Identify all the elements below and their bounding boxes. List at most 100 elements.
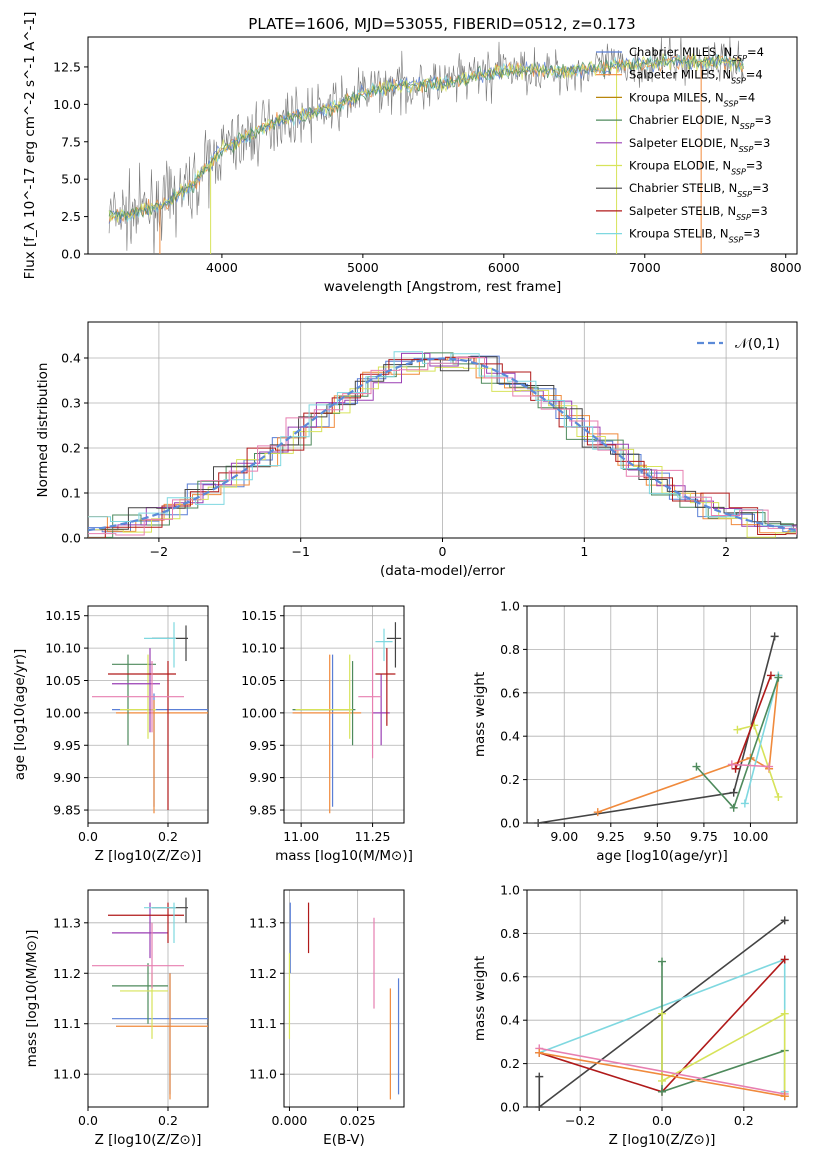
y-tick-label: 11.1 — [249, 1016, 277, 1031]
mass-weight-point — [770, 632, 779, 641]
y-tick-label: 0.0 — [61, 531, 81, 546]
mass-weight-point — [780, 955, 789, 964]
legend-entry: Kroupa STELIB, NSSP=3 — [629, 227, 760, 245]
mass-weight-line — [661, 1012, 786, 1097]
mass-weight-point — [658, 1076, 666, 1085]
mass-weight-point — [740, 799, 749, 808]
mass-weight-point — [727, 760, 736, 769]
mass-vs-Z-panel: 0.0 0.2 11.0 11.1 11.2 11.3 Z [log10(Z/Z⊙)] mas… — [24, 889, 209, 1148]
y-tick-label: 10.10 — [45, 641, 81, 656]
x-tick-label: 2 — [722, 544, 730, 559]
y-tick-label: 11.1 — [53, 1016, 81, 1031]
x-axis-label: age [log10(age/yr)] — [596, 848, 728, 864]
y-tick-label: 10.0 — [53, 97, 81, 112]
x-axis-label: Z [log10(Z/Z⊙)] — [95, 848, 202, 864]
x-tick-label: 8000 — [770, 260, 802, 275]
mass-weight-line — [734, 675, 772, 770]
y-tick-label: 0.8 — [500, 642, 520, 657]
x-axis-label: mass [log10(M/M⊙)] — [275, 848, 413, 864]
y-tick-label: 10.15 — [45, 608, 81, 623]
spectrum-data — [108, 37, 744, 254]
y-tick-label: 0.6 — [500, 969, 520, 984]
axes-frame — [87, 36, 798, 255]
x-tick-label: −1 — [291, 544, 309, 559]
mass-weight-line — [661, 961, 786, 1097]
subscript: SSP — [724, 99, 739, 108]
axes-frame — [526, 605, 798, 824]
y-tick-label: 9.90 — [53, 770, 81, 785]
mass-weight-point — [658, 1087, 666, 1096]
mass-weight-point — [593, 808, 602, 817]
mass-weight-line — [539, 1052, 785, 1097]
mass-weight-point — [534, 819, 543, 827]
mass-weight-point — [729, 803, 738, 812]
y-tick-label: 0.2 — [61, 441, 81, 456]
x-axis-label: Z [log10(Z/Z⊙)] — [95, 1132, 202, 1148]
mass-weight-point — [733, 725, 742, 734]
subscript: SSP — [739, 144, 754, 153]
y-axis-label: age [log10(age/yr)] — [12, 649, 28, 781]
y-tick-label: 1.0 — [500, 599, 520, 614]
y-tick-label: 11.3 — [249, 915, 277, 930]
model-spectrum-line — [108, 54, 744, 221]
spectrum-legend: Chabrier MILES, NSSP=4 Salpeter MILES, NS… — [596, 45, 771, 244]
mass-weight-point — [780, 1092, 789, 1101]
x-tick-label: 9.25 — [597, 829, 625, 844]
figure-title: PLATE=1606, MJD=53055, FIBERID=0512, z=0… — [248, 15, 635, 33]
mass-weight-point — [692, 762, 701, 771]
legend-entry: Chabrier ELODIE, NSSP=3 — [629, 113, 771, 131]
y-tick-label: 9.90 — [249, 770, 277, 785]
y-tick-label: 11.0 — [53, 1067, 81, 1082]
x-tick-label: 0.0 — [78, 829, 98, 844]
x-tick-label: 0.2 — [734, 1113, 754, 1128]
age-vs-Z-panel: 0.0 0.2 9.85 9.90 9.95 10.00 10.05 10.10 10.15 Z … — [12, 605, 209, 864]
x-tick-label: 0.000 — [272, 1113, 308, 1128]
mass-weight-point — [774, 792, 783, 801]
residual-histogram-line — [89, 352, 797, 531]
y-tick-label: 1.0 — [500, 883, 520, 898]
mass-weight-vs-Z-panel: −0.2 0.0 0.2 0.0 0.2 0.4 0.6 0.8 1.0 Z [log10(Z/Z… — [472, 883, 798, 1148]
y-tick-label: 0.3 — [61, 396, 81, 411]
y-tick-label: 0.2 — [500, 1056, 520, 1071]
mass-weight-point — [774, 673, 783, 682]
mass-weight-point — [765, 762, 774, 771]
subscript: SSP — [732, 54, 747, 63]
y-tick-label: 10.15 — [241, 608, 277, 623]
legend-entry: 𝒩(0,1) — [735, 336, 780, 352]
residual-histograms — [88, 351, 797, 538]
legend-entry: Salpeter MILES, NSSP=4 — [629, 68, 763, 86]
y-tick-label: 0.1 — [61, 486, 81, 501]
y-tick-label: 10.00 — [45, 705, 81, 720]
x-tick-label: 6000 — [488, 260, 520, 275]
x-tick-label: 9.75 — [690, 829, 718, 844]
mass-weight-point — [658, 957, 666, 966]
mass-weight-line — [744, 675, 780, 804]
y-tick-label: 11.3 — [53, 915, 81, 930]
model-spectrum-line — [108, 53, 744, 223]
normal-curve-line — [88, 357, 797, 532]
y-tick-label: 0.0 — [500, 816, 520, 831]
y-tick-label: 0.4 — [61, 351, 81, 366]
mass-weight-point — [658, 1009, 666, 1018]
legend-entry: Chabrier STELIB, NSSP=3 — [629, 181, 769, 199]
y-tick-label: 9.85 — [53, 803, 81, 818]
y-tick-label: 0.8 — [500, 926, 520, 941]
x-tick-label: 11.25 — [355, 829, 391, 844]
y-tick-label: 2.5 — [61, 209, 81, 224]
subscript: SSP — [737, 190, 752, 199]
y-tick-label: 9.95 — [249, 738, 277, 753]
y-tick-label: 5.0 — [61, 172, 81, 187]
mass-weight-line — [731, 763, 770, 768]
legend-entry: Chabrier MILES, NSSP=4 — [629, 45, 764, 63]
x-tick-label: 9.50 — [643, 829, 671, 844]
subscript: SSP — [731, 76, 746, 85]
mass-weight-vs-age-panel: 9.00 9.25 9.50 9.75 10.00 0.0 0.2 0.4 0.6 0.8 1.0 a… — [472, 599, 798, 864]
axes-frame — [526, 889, 798, 1108]
y-tick-label: 10.00 — [241, 705, 277, 720]
subscript: SSP — [731, 167, 746, 176]
mass-weight-point — [731, 764, 740, 773]
legend-entry: Kroupa ELODIE, NSSP=3 — [629, 159, 763, 177]
axes-frame — [283, 889, 405, 1108]
subscript: SSP — [729, 235, 744, 244]
